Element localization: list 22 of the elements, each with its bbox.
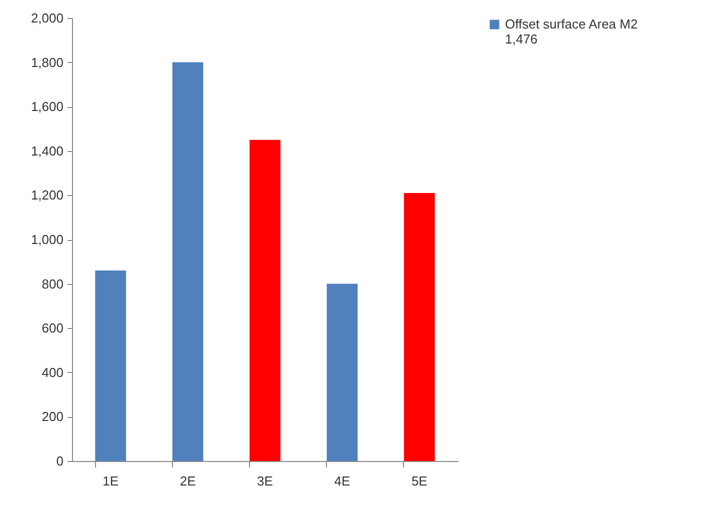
y-tick-label: 1,800	[30, 54, 64, 70]
legend-label: Offset surface Area M2 1,476	[505, 16, 638, 46]
y-tick-label: 0	[56, 454, 64, 468]
y-tick-label: 200	[42, 409, 64, 424]
y-tick-label: 800	[42, 276, 64, 292]
x-tick-label: 2E	[180, 474, 196, 488]
y-tick-label: 1,000	[30, 232, 64, 247]
x-tick-label: 3E	[257, 474, 274, 488]
y-tick-label: 2,000	[30, 10, 64, 26]
x-tick-label: 5E	[411, 474, 428, 488]
bar	[250, 140, 280, 461]
bar	[172, 62, 204, 461]
y-tick-label: 600	[42, 320, 64, 336]
bar	[95, 270, 126, 461]
y-tick-label: 1,600	[30, 99, 64, 114]
bar	[404, 192, 435, 461]
bar	[326, 284, 358, 461]
x-tick-label: 4E	[334, 474, 350, 488]
x-tick-label: 1E	[102, 474, 119, 488]
y-tick-label: 1,400	[30, 143, 64, 158]
y-tick-label: 400	[42, 364, 64, 380]
y-tick-label: 1,200	[30, 188, 64, 203]
